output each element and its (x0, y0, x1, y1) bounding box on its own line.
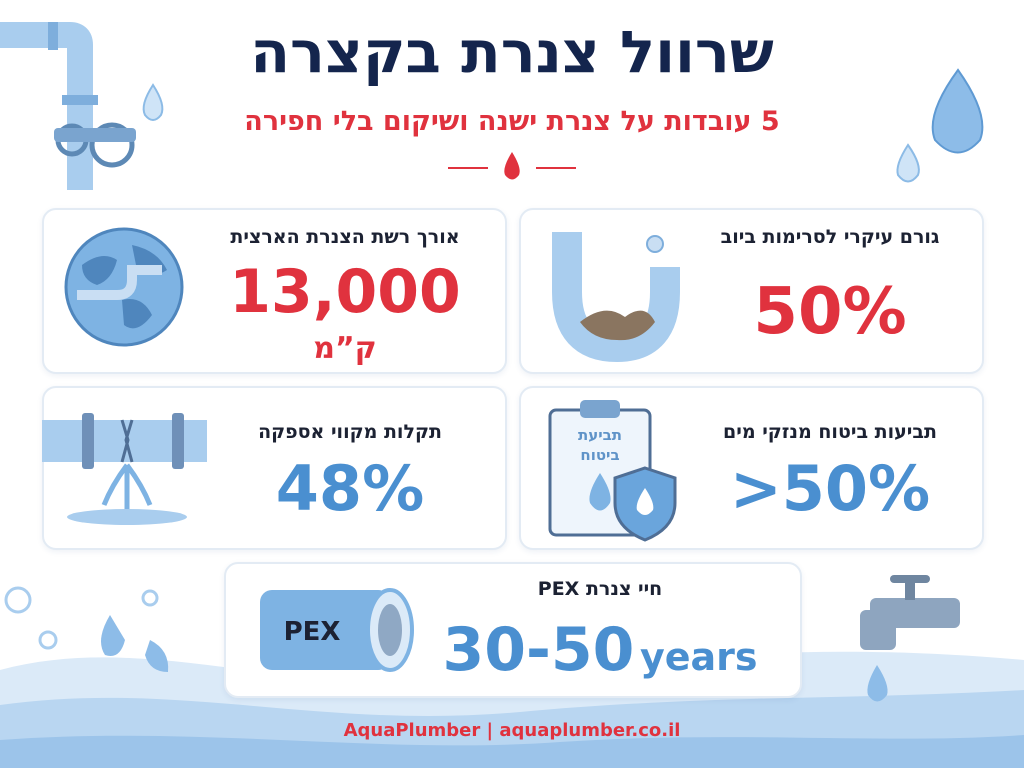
fact-value: 30-50 (442, 615, 635, 685)
fact-value: 50% (753, 275, 907, 349)
clipboard-text: תביעת (578, 426, 622, 444)
subtitle: 5 עובדות על צנרת ישנה ושיקום בלי חפירה (244, 106, 780, 137)
globe-icon (64, 227, 184, 347)
footer: AquaPlumber | aquaplumber.co.il (343, 720, 681, 741)
fact-unit: years (639, 635, 758, 679)
fact-label: חיי צנרת PEX (537, 578, 663, 600)
fact-value: 13,000 (229, 257, 461, 327)
clipboard-text: ביטוח (580, 446, 619, 464)
fact-value: 48% (275, 452, 425, 525)
fact-value-row: 30-50 years (420, 620, 780, 680)
leaking-pipe-icon (42, 413, 207, 525)
pipe-label: PEX (284, 617, 341, 647)
title: שרוול צנרת בקצרה (250, 18, 774, 86)
fact-value: >50% (729, 452, 931, 525)
insurance-icon: תביעת ביטוח (548, 400, 677, 542)
fact-label: גורם עיקרי לסרימות ביוב (720, 226, 940, 248)
sewer-pipe-icon (552, 232, 680, 363)
fact-label: תקלות מקווי אספקה (258, 421, 442, 443)
pex-pipe-icon: PEX (260, 588, 414, 672)
fact-label: אורך רשת הצנרת הארצית (230, 226, 460, 248)
fact-label: תביעות ביטוח מנזקי מים (723, 421, 937, 443)
fact-unit: ק”מ (313, 331, 377, 366)
